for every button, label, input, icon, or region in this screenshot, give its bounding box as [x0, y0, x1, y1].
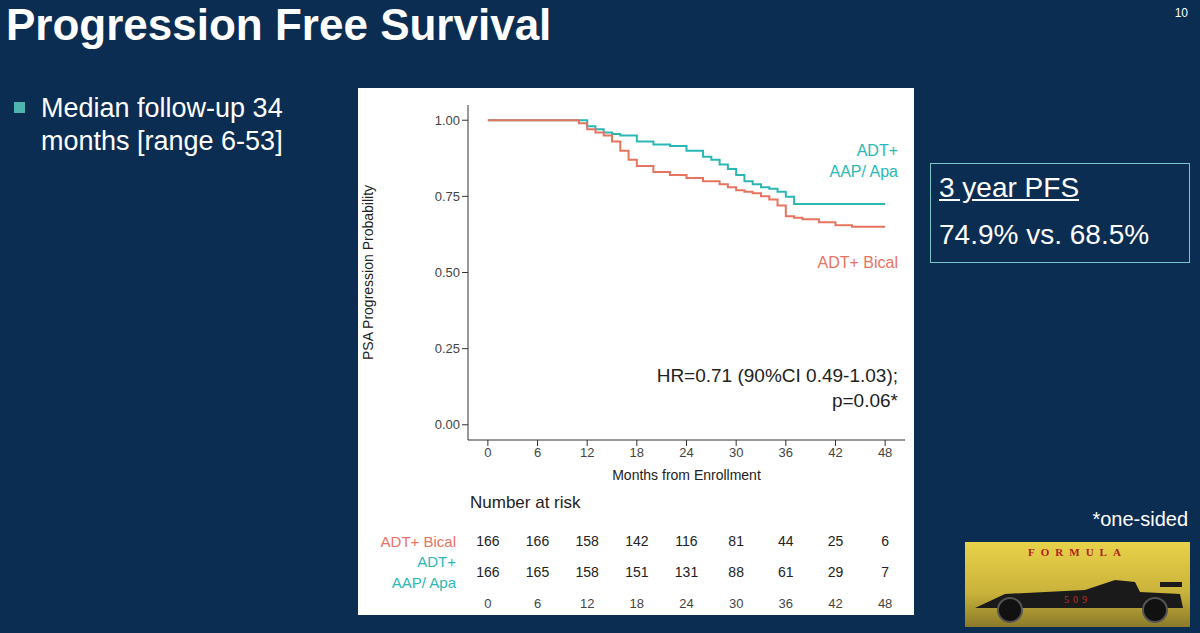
html-text:HR=0.71 (90%CI 0.49-1.03);: HR=0.71 (90%CI 0.49-1.03);	[656, 365, 898, 386]
html-text:10: 10	[1174, 6, 1188, 20]
html-text:ADT+: ADT+	[856, 142, 898, 159]
html-text:12: 12	[579, 595, 595, 611]
html-text:30: 30	[728, 595, 744, 611]
html-text:Progression Free Survival: Progression Free Survival	[6, 0, 552, 49]
svg-text:PSA Progression Probability: PSA Progression Probability	[360, 185, 376, 360]
html-text:25: 25	[827, 533, 844, 549]
html-text:166: 166	[525, 533, 550, 549]
html-text:165: 165	[525, 564, 550, 580]
html-text:ADT+: ADT+	[417, 553, 456, 570]
html-text:0: 0	[484, 595, 492, 611]
html-text:88: 88	[728, 564, 744, 580]
html-text:p=0.06*: p=0.06*	[832, 390, 898, 411]
svg-text:12: 12	[580, 445, 594, 460]
html-text:166: 166	[476, 533, 500, 549]
svg-text:0.25: 0.25	[435, 341, 460, 356]
html-text:AAP/ Apa: AAP/ Apa	[829, 163, 898, 180]
html-text:48: 48	[877, 595, 893, 611]
html-text:3 year PFS: 3 year PFS	[939, 172, 1080, 203]
html-text:131: 131	[674, 564, 699, 580]
html-text:Median follow-up 34 months [ra: Median follow-up 34 months [range 6-53]	[41, 93, 283, 156]
svg-text:48: 48	[878, 445, 892, 460]
svg-text:0.00: 0.00	[435, 417, 460, 432]
html-text:158: 158	[575, 533, 599, 549]
html-text:Number at risk: Number at risk	[470, 493, 581, 512]
html-text:29: 29	[827, 564, 844, 580]
html-text:42: 42	[828, 595, 843, 611]
html-text:7: 7	[881, 564, 889, 580]
svg-text:24: 24	[679, 445, 693, 460]
html-text:FORMULA: FORMULA	[1028, 546, 1127, 558]
html-text:166: 166	[476, 564, 500, 580]
html-text:158: 158	[575, 564, 599, 580]
html-text:509: 509	[1064, 594, 1091, 605]
svg-text:36: 36	[779, 445, 793, 460]
svg-text:0.75: 0.75	[435, 189, 460, 204]
html-text:116: 116	[675, 533, 698, 549]
html-text:81: 81	[728, 533, 744, 549]
html-text:18: 18	[629, 595, 645, 611]
svg-text:0.50: 0.50	[435, 265, 460, 280]
svg-text:42: 42	[828, 445, 842, 460]
html-text:ADT+ Bical: ADT+ Bical	[817, 254, 898, 271]
svg-text:30: 30	[729, 445, 743, 460]
html-text:74.9% vs. 68.5%: 74.9% vs. 68.5%	[939, 219, 1150, 250]
svg-text:Months from Enrollment: Months from Enrollment	[612, 467, 761, 483]
html-text:ADT+ Bical: ADT+ Bical	[380, 533, 456, 550]
svg-text:0: 0	[484, 445, 491, 460]
html-text:44: 44	[778, 533, 794, 549]
html-text:6: 6	[881, 533, 889, 549]
html-text:AAP/ Apa: AAP/ Apa	[391, 574, 456, 591]
html-text:24: 24	[679, 595, 694, 611]
html-text:61: 61	[778, 564, 794, 580]
html-text:*one-sided: *one-sided	[1092, 508, 1188, 530]
html-text:36: 36	[778, 595, 793, 611]
svg-text:18: 18	[630, 445, 644, 460]
html-text:6: 6	[533, 595, 542, 611]
html-text:142: 142	[625, 533, 649, 549]
html-text:151: 151	[625, 564, 649, 580]
svg-text:6: 6	[534, 445, 541, 460]
svg-text:1.00: 1.00	[435, 113, 460, 128]
